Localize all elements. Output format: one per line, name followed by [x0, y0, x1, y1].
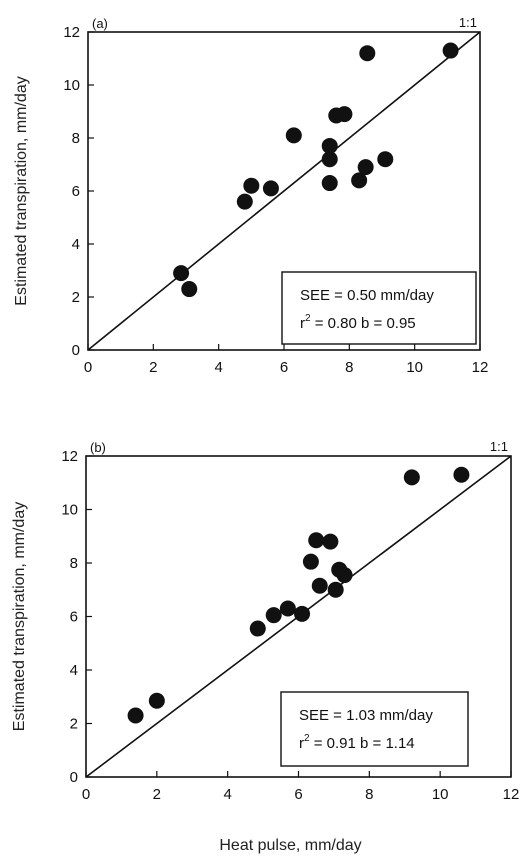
data-point: [403, 469, 420, 486]
data-point: [321, 137, 338, 154]
x-tick-label: 8: [365, 786, 373, 803]
stats-box: [281, 271, 477, 345]
data-point: [377, 151, 394, 168]
stats-box: [280, 691, 469, 767]
r2-superscript: 2: [305, 313, 311, 324]
x-axis-label: Heat pulse, mm/day: [219, 837, 361, 854]
data-point: [311, 577, 328, 594]
x-tick-label: 10: [432, 786, 449, 803]
data-point: [321, 151, 338, 168]
panel-a: 0 2 4 6 8 10 12 0 2 4 6 8 10 12 (a) 1:1 Estimated transp…: [13, 15, 488, 376]
data-point: [262, 180, 279, 197]
x-tick-label: 2: [149, 359, 157, 376]
x-tick-label: 0: [84, 359, 92, 376]
x-tick-label: 4: [223, 786, 231, 803]
y-tick-label: 12: [63, 24, 80, 41]
y-tick-label: 10: [63, 77, 80, 94]
y-tick-label: 4: [70, 662, 78, 679]
y-axis-label: Estimated transpiration, mm/day: [13, 76, 30, 305]
r2-prefix: r: [299, 735, 304, 752]
data-point: [285, 127, 302, 144]
data-point: [357, 159, 374, 176]
panel-label: (b): [90, 440, 106, 455]
one-to-one-line: [87, 31, 481, 351]
x-tick-label: 8: [345, 359, 353, 376]
data-point: [302, 553, 319, 570]
y-tick-label: 10: [61, 502, 78, 519]
y-tick-label: 8: [72, 130, 80, 147]
panel-label: (a): [92, 16, 108, 31]
panel-b: 0 2 4 6 8 10 12 0 2 4 6 8 10 12 (b) 1:1 Estimated transp…: [11, 439, 519, 854]
y-tick-label: 2: [72, 289, 80, 306]
data-point: [322, 533, 339, 550]
data-point: [351, 172, 368, 189]
data-point: [279, 600, 296, 617]
data-point: [173, 265, 190, 282]
data-point: [321, 175, 338, 192]
ratio-label: 1:1: [459, 15, 477, 30]
x-tick-label: 6: [294, 786, 302, 803]
data-point: [236, 193, 253, 210]
data-point: [181, 281, 198, 298]
see-statistic: SEE = 0.50 mm/day: [300, 287, 434, 304]
data-point: [453, 466, 470, 483]
y-tick-label: 0: [72, 342, 80, 359]
data-point: [148, 692, 165, 709]
data-point: [243, 177, 260, 194]
x-tick-label: 2: [153, 786, 161, 803]
y-tick-label: 8: [70, 555, 78, 572]
y-tick-label: 2: [70, 716, 78, 733]
data-point: [127, 707, 144, 724]
data-point: [308, 532, 325, 549]
data-point: [265, 607, 282, 624]
x-tick-label: 10: [406, 359, 423, 376]
x-tick-label: 6: [280, 359, 288, 376]
r2-b-statistic: r2 = 0.91 b = 1.14: [299, 733, 415, 752]
data-point: [359, 45, 376, 62]
data-point: [336, 106, 353, 123]
r2-superscript: 2: [304, 733, 310, 744]
x-tick-label: 0: [82, 786, 90, 803]
data-point: [294, 605, 311, 622]
y-tick-label: 6: [70, 609, 78, 626]
data-point: [249, 620, 266, 637]
r2-b-values: = 0.80 b = 0.95: [311, 315, 416, 332]
see-statistic: SEE = 1.03 mm/day: [299, 707, 433, 724]
y-axis-label: Estimated transpiration, mm/day: [11, 502, 28, 731]
y-tick-label: 12: [61, 448, 78, 465]
data-point: [442, 42, 459, 59]
y-tick-label: 6: [72, 183, 80, 200]
data-point: [327, 581, 344, 598]
x-tick-label: 12: [503, 786, 520, 803]
y-tick-label: 0: [70, 769, 78, 786]
x-tick-label: 12: [472, 359, 489, 376]
r2-prefix: r: [300, 315, 305, 332]
data-point: [336, 567, 353, 584]
r2-b-statistic: r2 = 0.80 b = 0.95: [300, 313, 416, 332]
y-tick-label: 4: [72, 236, 80, 253]
x-tick-label: 4: [214, 359, 222, 376]
ratio-label: 1:1: [490, 439, 508, 454]
r2-b-values: = 0.91 b = 1.14: [310, 735, 415, 752]
